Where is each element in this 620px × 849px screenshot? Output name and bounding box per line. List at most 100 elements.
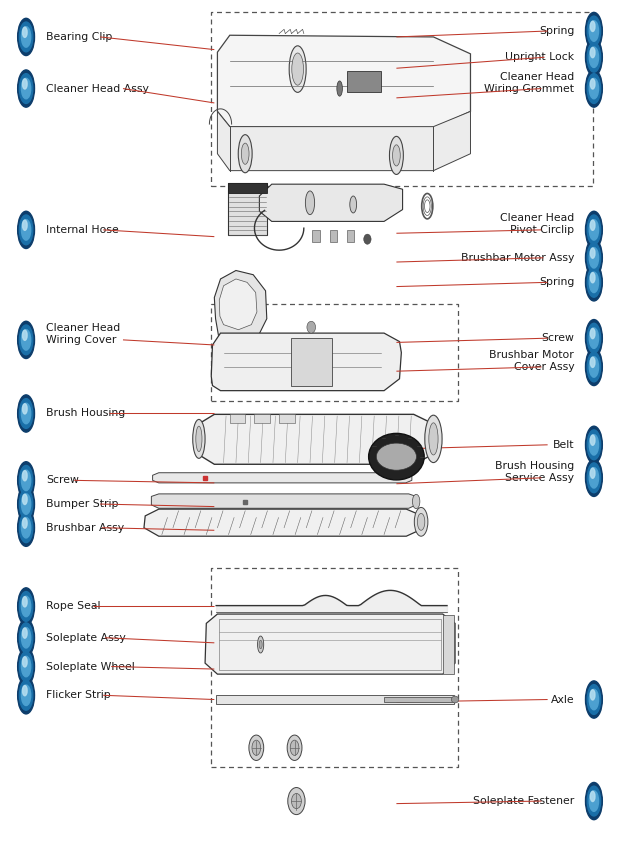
Ellipse shape	[193, 419, 205, 458]
Ellipse shape	[257, 636, 264, 653]
Ellipse shape	[585, 348, 603, 385]
Text: Axle: Axle	[551, 694, 574, 705]
Polygon shape	[215, 271, 267, 343]
Bar	[443, 615, 454, 674]
Text: Flicker Strip: Flicker Strip	[46, 690, 110, 700]
Ellipse shape	[590, 357, 595, 368]
Ellipse shape	[22, 330, 27, 340]
Circle shape	[364, 234, 371, 245]
Ellipse shape	[291, 794, 301, 809]
Ellipse shape	[587, 74, 601, 104]
Ellipse shape	[22, 494, 27, 504]
Ellipse shape	[22, 79, 27, 89]
Text: Bearing Clip: Bearing Clip	[46, 32, 112, 42]
Text: Cleaner Head Assy: Cleaner Head Assy	[46, 83, 149, 93]
Ellipse shape	[585, 426, 603, 464]
Text: Internal Hose: Internal Hose	[46, 225, 118, 235]
Ellipse shape	[590, 48, 595, 58]
Text: Cleaner Head
Wiring Grommet: Cleaner Head Wiring Grommet	[484, 71, 574, 93]
Ellipse shape	[590, 273, 595, 283]
Text: Screw: Screw	[541, 333, 574, 343]
Ellipse shape	[589, 328, 598, 348]
Ellipse shape	[376, 443, 417, 470]
Text: Rope Seal: Rope Seal	[46, 601, 100, 611]
Bar	[216, 695, 454, 704]
Ellipse shape	[587, 430, 601, 459]
Ellipse shape	[196, 426, 202, 452]
Ellipse shape	[417, 514, 425, 531]
Ellipse shape	[22, 27, 27, 37]
Bar	[312, 230, 320, 242]
Ellipse shape	[22, 78, 31, 98]
Ellipse shape	[587, 42, 601, 72]
Bar	[347, 70, 381, 92]
Ellipse shape	[585, 38, 603, 76]
Ellipse shape	[290, 740, 299, 756]
Ellipse shape	[249, 735, 264, 761]
Ellipse shape	[22, 329, 31, 350]
Ellipse shape	[22, 656, 31, 677]
Ellipse shape	[238, 135, 252, 172]
Bar	[291, 338, 332, 385]
Ellipse shape	[19, 22, 33, 52]
Ellipse shape	[589, 220, 598, 240]
Ellipse shape	[22, 685, 27, 696]
Ellipse shape	[17, 509, 35, 547]
Ellipse shape	[589, 47, 598, 67]
Ellipse shape	[587, 243, 601, 273]
Ellipse shape	[22, 494, 31, 514]
Ellipse shape	[22, 220, 27, 230]
Ellipse shape	[587, 786, 601, 816]
Ellipse shape	[590, 329, 595, 339]
Ellipse shape	[589, 689, 598, 710]
Ellipse shape	[414, 508, 428, 537]
Ellipse shape	[259, 640, 262, 649]
Ellipse shape	[585, 681, 603, 718]
Text: Brush Housing
Service Assy: Brush Housing Service Assy	[495, 461, 574, 483]
Circle shape	[307, 321, 316, 333]
Ellipse shape	[590, 248, 595, 258]
Text: Soleplate Wheel: Soleplate Wheel	[46, 661, 135, 672]
Ellipse shape	[22, 470, 27, 481]
Ellipse shape	[17, 19, 35, 55]
Ellipse shape	[22, 518, 31, 538]
Ellipse shape	[590, 435, 595, 445]
Ellipse shape	[19, 74, 33, 104]
Ellipse shape	[19, 592, 33, 621]
Ellipse shape	[17, 462, 35, 499]
Bar	[347, 230, 355, 242]
Ellipse shape	[589, 435, 598, 455]
Ellipse shape	[589, 20, 598, 42]
Text: Brush Housing: Brush Housing	[46, 408, 125, 419]
Text: Belt: Belt	[552, 440, 574, 450]
Text: Bumper Strip: Bumper Strip	[46, 499, 118, 509]
Ellipse shape	[589, 78, 598, 98]
Ellipse shape	[587, 215, 601, 245]
Ellipse shape	[585, 264, 603, 301]
Ellipse shape	[22, 470, 31, 491]
Ellipse shape	[587, 352, 601, 382]
Polygon shape	[205, 614, 455, 674]
Ellipse shape	[22, 628, 27, 638]
Ellipse shape	[337, 81, 342, 96]
Polygon shape	[151, 494, 416, 509]
Ellipse shape	[585, 70, 603, 107]
Ellipse shape	[22, 597, 27, 607]
Ellipse shape	[589, 272, 598, 293]
Ellipse shape	[587, 323, 601, 353]
Bar	[228, 183, 267, 235]
Ellipse shape	[289, 46, 306, 93]
Ellipse shape	[587, 684, 601, 714]
Ellipse shape	[590, 79, 595, 89]
Ellipse shape	[19, 513, 33, 543]
Ellipse shape	[585, 211, 603, 249]
Polygon shape	[153, 473, 412, 483]
Ellipse shape	[451, 696, 459, 703]
Ellipse shape	[587, 267, 601, 297]
Text: Spring: Spring	[539, 278, 574, 287]
Text: Brushbar Motor Assy: Brushbar Motor Assy	[461, 253, 574, 263]
Ellipse shape	[288, 788, 305, 814]
Ellipse shape	[19, 215, 33, 245]
Text: Soleplate Assy: Soleplate Assy	[46, 633, 126, 643]
Ellipse shape	[22, 26, 31, 48]
